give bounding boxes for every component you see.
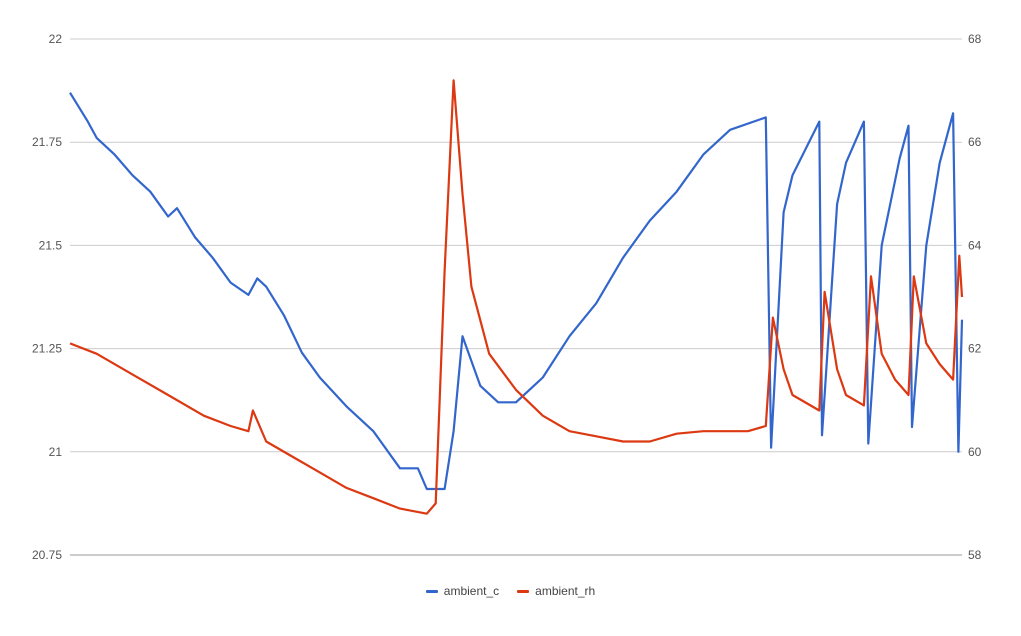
gridlines bbox=[70, 38, 962, 556]
legend-swatch-ambient-rh bbox=[517, 589, 530, 593]
series-line-ambient-c[interactable] bbox=[69, 92, 964, 491]
series-lines bbox=[69, 79, 964, 515]
right-axis-tick-label: 58 bbox=[968, 548, 982, 562]
series-line-ambient-rh[interactable] bbox=[69, 79, 964, 515]
left-axis-tick-label: 20.75 bbox=[32, 548, 62, 562]
left-axis-tick-label: 22 bbox=[49, 32, 63, 46]
right-axis-tick-label: 60 bbox=[968, 445, 982, 459]
right-axis-tick-label: 64 bbox=[968, 238, 982, 252]
legend-label-ambient-c: ambient_c bbox=[443, 584, 500, 598]
left-axis-tick-label: 21.25 bbox=[32, 342, 62, 356]
left-axis-tick-label: 21.75 bbox=[32, 135, 62, 149]
right-axis-labels: 58 60 62 64 66 68 bbox=[968, 32, 982, 562]
legend-swatch-ambient-c bbox=[425, 589, 438, 593]
left-axis-tick-label: 21 bbox=[49, 445, 63, 459]
right-axis-tick-label: 62 bbox=[968, 342, 982, 356]
legend-item-ambient-c[interactable]: ambient_c bbox=[425, 584, 500, 598]
right-axis-tick-label: 66 bbox=[968, 135, 982, 149]
legend-item-ambient-rh[interactable]: ambient_rh bbox=[517, 584, 595, 598]
right-axis-tick-label: 68 bbox=[968, 32, 982, 46]
left-axis-labels: 20.75 21 21.25 21.5 21.75 22 bbox=[32, 32, 62, 562]
legend-label-ambient-rh: ambient_rh bbox=[535, 584, 596, 598]
left-axis-tick-label: 21.5 bbox=[39, 238, 63, 252]
legend: ambient_c ambient_rh bbox=[0, 584, 1021, 598]
